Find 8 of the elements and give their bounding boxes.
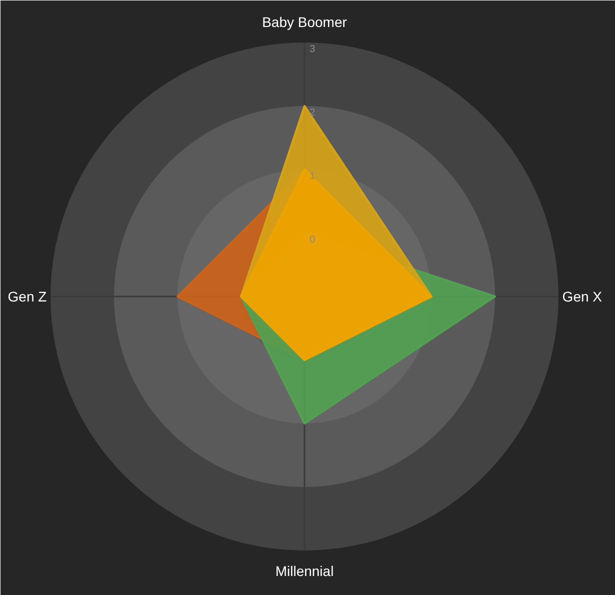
y-tick-label: 0 [310, 234, 316, 246]
y-tick-label: 2 [310, 108, 316, 119]
spoke-label: Gen X [562, 288, 603, 304]
spoke-label: Gen Z [8, 288, 48, 304]
spoke-label: Millennial [275, 563, 334, 580]
y-tick-label: 3 [310, 44, 316, 56]
y-tick-label: 1 [310, 171, 316, 182]
spoke-label: Baby Boomer [262, 14, 348, 30]
